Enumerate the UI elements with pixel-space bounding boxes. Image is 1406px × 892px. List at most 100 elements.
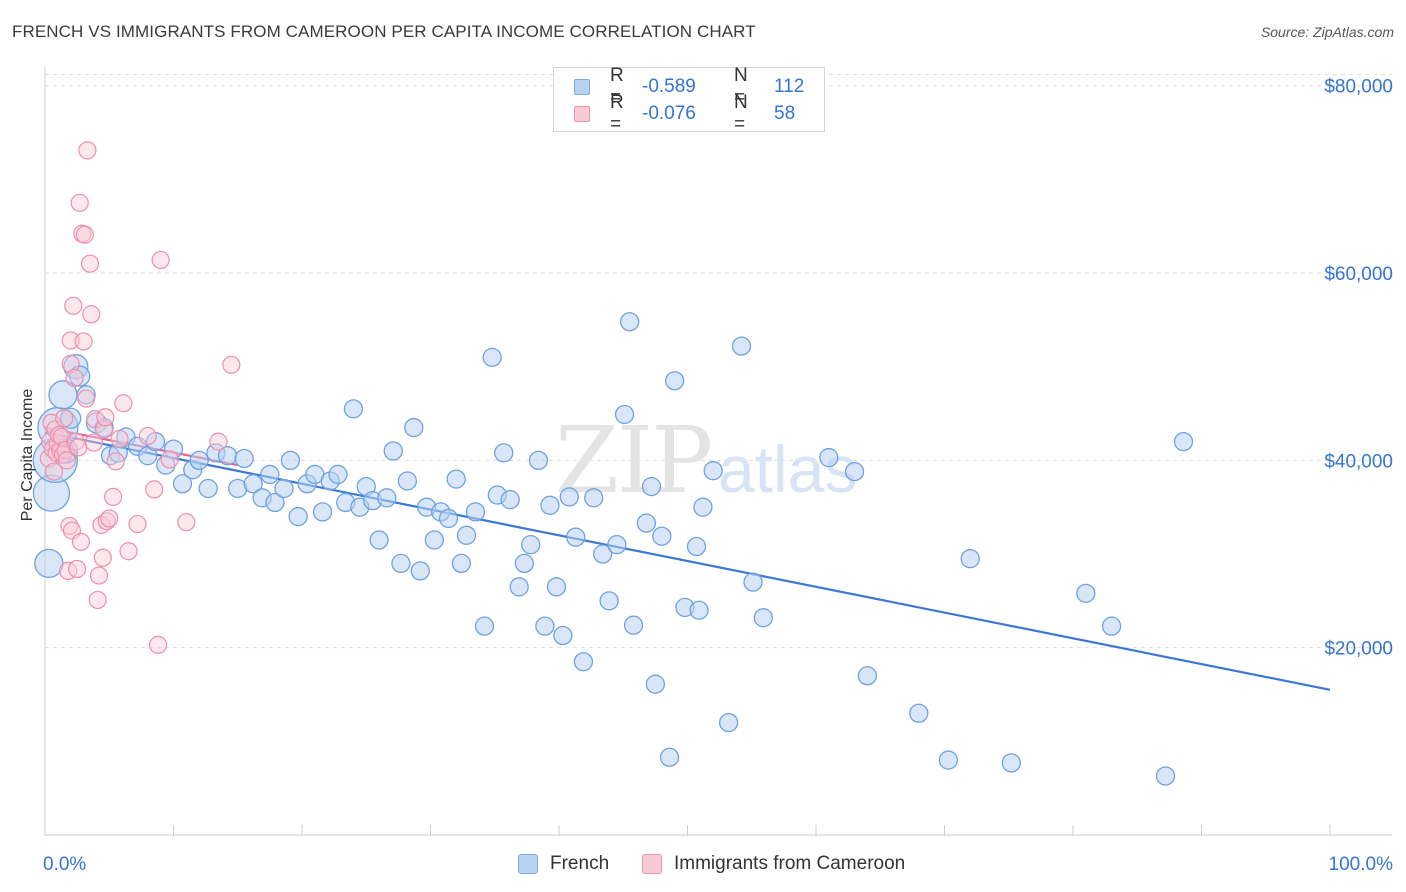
french-point — [391, 553, 411, 574]
french-point — [659, 747, 680, 767]
french-point — [844, 461, 865, 482]
french-point — [76, 385, 96, 405]
cameroon-point — [80, 254, 100, 273]
french-point — [909, 703, 929, 723]
french-point — [623, 615, 644, 635]
french-point — [312, 502, 333, 522]
cameroon-point — [82, 305, 101, 324]
n-value: 58 — [774, 103, 796, 124]
cameroon-point — [100, 509, 119, 528]
french-point — [566, 527, 586, 547]
cameroon-point — [55, 409, 74, 428]
y-tick-label: $20,000 — [1324, 639, 1393, 660]
cameroon-point — [61, 331, 80, 350]
french-point — [438, 508, 459, 529]
french-point — [645, 674, 666, 694]
french-point — [1155, 766, 1176, 786]
cameroon-swatch — [574, 106, 590, 122]
french-point — [482, 347, 502, 367]
french-point — [614, 404, 635, 425]
french-point — [163, 439, 184, 459]
cameroon-point — [74, 332, 93, 351]
y-axis-label: Per Capita Income — [19, 388, 36, 522]
french-point — [1001, 753, 1021, 773]
french-point — [260, 464, 280, 485]
french-point — [960, 549, 980, 569]
legend-label-french: French — [550, 853, 610, 874]
r-label: R = — [610, 92, 624, 135]
french-point — [456, 525, 477, 545]
french-point — [819, 447, 839, 468]
french-point — [584, 488, 604, 508]
legend-item-french[interactable]: French — [518, 853, 609, 875]
cameroon-point — [119, 542, 138, 561]
french-point — [693, 497, 713, 517]
cameroon-point — [84, 433, 103, 452]
cameroon-point — [57, 451, 76, 470]
cameroon-point — [104, 487, 123, 506]
cameroon-point — [89, 566, 109, 585]
french-point — [410, 561, 430, 581]
x-tick-label: 0.0% — [43, 854, 86, 875]
cameroon-point — [145, 480, 164, 499]
french-point — [665, 371, 685, 391]
french-point — [857, 666, 878, 686]
french-point — [474, 616, 495, 636]
french-point — [1173, 431, 1194, 452]
french-point — [535, 616, 555, 636]
french-point — [383, 441, 403, 461]
french-point — [620, 312, 640, 332]
cameroon-point — [96, 408, 115, 427]
french-swatch — [518, 854, 538, 874]
french-point — [593, 544, 613, 564]
cameroon-point — [75, 225, 94, 244]
french-point — [60, 407, 82, 429]
n-label: N = — [734, 92, 748, 135]
cameroon-point — [151, 250, 170, 270]
french-point — [377, 488, 397, 508]
stats-legend-row-french: R = -0.589 N = 112 — [574, 65, 804, 108]
cameroon-point — [138, 426, 157, 446]
cameroon-point — [160, 450, 179, 469]
watermark-atlas: atlas — [718, 432, 857, 506]
french-point — [274, 478, 294, 499]
cameroon-point — [65, 368, 84, 388]
french-point — [743, 572, 763, 592]
cameroon-point — [68, 559, 87, 579]
cameroon-point — [128, 514, 147, 534]
french-point — [404, 417, 424, 438]
french-point — [559, 487, 579, 507]
cameroon-point — [114, 394, 133, 413]
french-point — [636, 513, 657, 533]
x-tick-label: 100.0% — [1329, 854, 1394, 875]
french-point — [641, 476, 662, 497]
zipatlas-watermark: ZIP atlas — [555, 407, 857, 514]
french-point — [243, 474, 263, 494]
french-trend-line — [44, 431, 1331, 691]
cameroon-point — [69, 438, 88, 457]
n-label: N = — [734, 65, 748, 108]
cameroon-point — [61, 354, 80, 373]
french-point — [280, 450, 301, 471]
series-legend: French Immigrants from Cameroon — [0, 851, 1406, 879]
cameroon-point — [50, 425, 69, 445]
french-point — [1076, 583, 1096, 604]
french-point — [521, 535, 541, 555]
legend-item-cameroon[interactable]: Immigrants from Cameroon — [642, 853, 905, 875]
french-swatch — [574, 79, 590, 95]
french-point — [573, 652, 594, 672]
french-point — [500, 490, 520, 510]
french-point — [599, 591, 619, 611]
french-point — [465, 502, 486, 522]
cameroon-point — [77, 389, 96, 408]
french-point — [265, 492, 285, 513]
french-point — [234, 448, 254, 469]
cameroon-point — [177, 513, 196, 532]
french-point — [424, 530, 445, 550]
r-value: -0.589 — [642, 76, 696, 97]
cameroon-point — [222, 355, 241, 374]
cameroon-point — [97, 512, 116, 531]
r-label: R = — [610, 65, 624, 108]
cameroon-point — [110, 429, 129, 448]
